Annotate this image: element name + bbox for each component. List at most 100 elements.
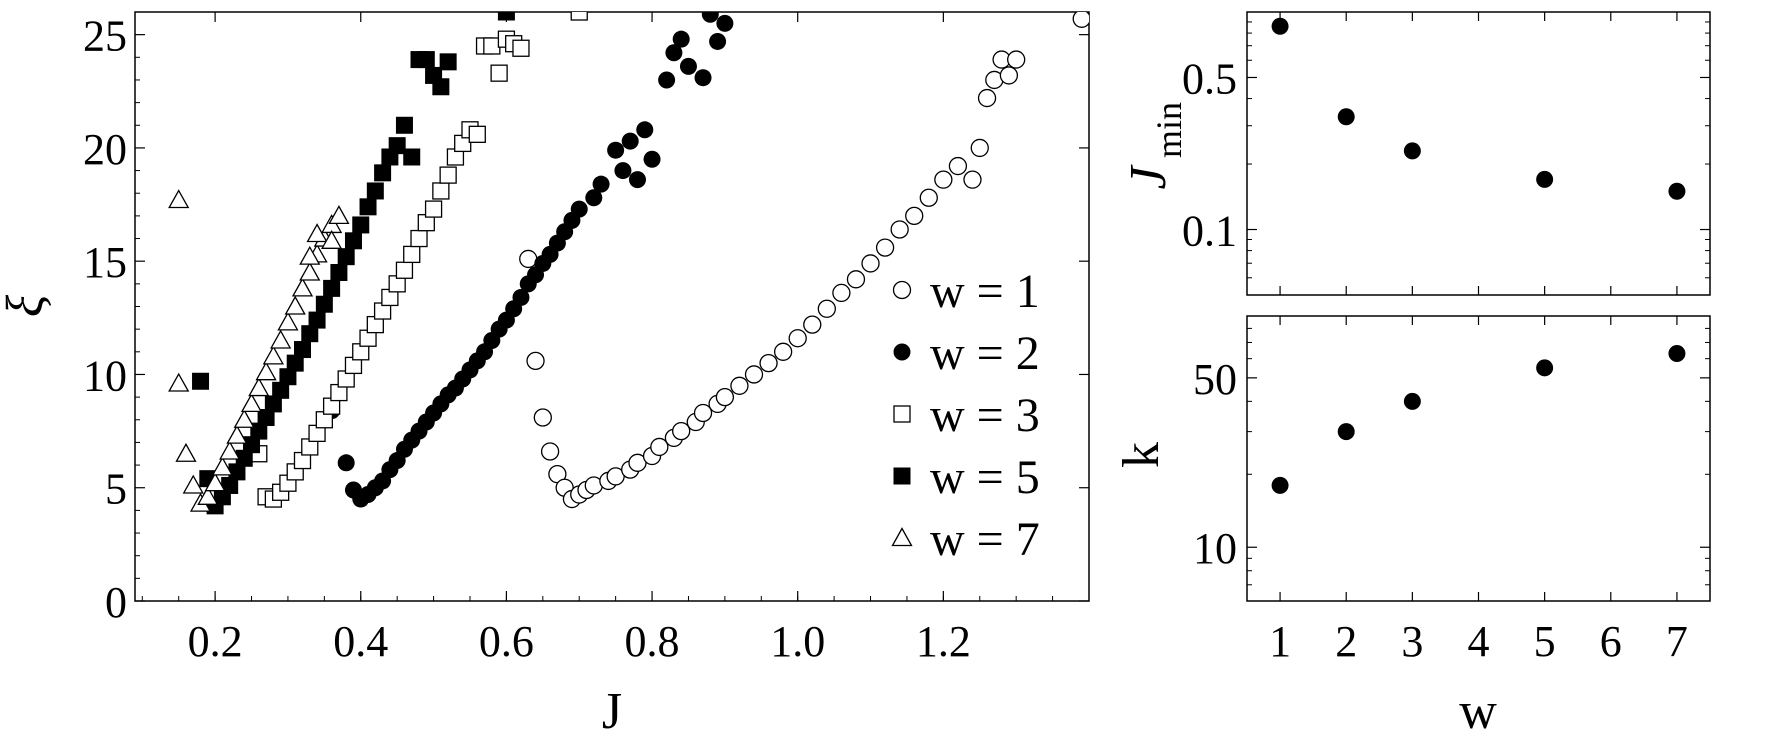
data-point [773, 342, 793, 361]
jmin-y-axis-label-sub: min [1149, 102, 1189, 158]
data-point [192, 372, 210, 390]
data-point [1271, 17, 1289, 35]
y-tick-label: 25 [83, 12, 127, 61]
data-point [330, 264, 348, 282]
data-point [628, 171, 646, 189]
x-tick-label: 1.0 [770, 617, 825, 666]
data-point [497, 12, 515, 21]
data-point [570, 200, 588, 218]
main-marks [168, 12, 1089, 515]
data-point [905, 206, 924, 226]
data-point [255, 361, 277, 381]
x-tick-label: 0.6 [479, 617, 534, 666]
data-point [328, 205, 350, 225]
data-point [168, 372, 190, 392]
data-point [299, 261, 321, 281]
data-point [512, 39, 530, 57]
data-point [233, 408, 255, 428]
data-point [846, 270, 866, 289]
x-tick-label: 0.2 [188, 617, 243, 666]
legend-marker [892, 280, 912, 300]
x-tick-label: 0.4 [333, 617, 388, 666]
data-point [490, 64, 508, 82]
data-point [306, 223, 328, 243]
data-point [730, 376, 749, 395]
data-point [658, 71, 676, 89]
x-tick-label: 0.8 [625, 617, 680, 666]
data-point [999, 66, 1019, 85]
data-point [679, 57, 697, 75]
data-point [977, 88, 997, 108]
data-point [293, 341, 311, 359]
main-ticks: 0.2 0.4 0.6 0.8 1.0 1.2 0 5 10 15 20 25 [83, 12, 1089, 666]
data-point [175, 442, 197, 462]
data-point [403, 148, 421, 166]
data-point [716, 14, 734, 32]
data-point [614, 162, 632, 180]
data-point [301, 325, 319, 343]
x-tick-label: 4 [1468, 617, 1490, 666]
data-point [359, 198, 377, 216]
series-2 [250, 12, 588, 508]
data-point [1337, 108, 1355, 126]
data-point [519, 249, 538, 269]
data-point [570, 12, 588, 21]
x-tick-label: 1 [1269, 617, 1291, 666]
data-point [182, 474, 204, 494]
jmin-ticks: 0.1 0.5 [1182, 12, 1710, 295]
data-point [948, 156, 968, 176]
data-point [439, 53, 457, 71]
legend-marker [893, 405, 911, 423]
data-point [321, 229, 343, 249]
k-y-axis-label: k [1113, 442, 1170, 468]
x-tick-label: 6 [1600, 617, 1622, 666]
jmin-marks [1271, 17, 1686, 200]
data-point [284, 295, 306, 315]
data-point [344, 232, 362, 250]
data-point [315, 295, 333, 313]
data-point [235, 449, 253, 467]
main-legend: w = 1 w = 2 w = 3 w = 5 w = 7 [891, 265, 1040, 566]
jmin-plot-frame [1246, 11, 1711, 296]
data-point [1536, 170, 1554, 188]
data-point [694, 69, 712, 87]
data-point [204, 472, 226, 492]
data-point [540, 442, 560, 461]
data-point [250, 422, 268, 440]
data-point [291, 277, 314, 297]
data-point [221, 476, 239, 494]
data-point [388, 137, 406, 155]
series-1 [323, 12, 734, 508]
data-point [672, 421, 691, 441]
data-point [533, 408, 552, 427]
data-point [861, 254, 880, 273]
data-point [1072, 12, 1089, 28]
data-point [585, 189, 603, 207]
data-point [308, 311, 326, 329]
data-point [665, 44, 683, 62]
series-4 [168, 189, 350, 512]
data-point [352, 216, 370, 234]
data-point [277, 311, 299, 331]
data-point [621, 132, 639, 150]
data-point [439, 166, 457, 184]
data-point [395, 116, 413, 134]
data-point [715, 387, 735, 407]
data-point [636, 121, 654, 139]
data-point [1403, 392, 1421, 410]
data-point [1271, 476, 1289, 494]
data-point [592, 175, 610, 193]
y-tick-label: 10 [1193, 524, 1237, 573]
data-point [788, 329, 807, 348]
data-point [934, 170, 953, 189]
data-point [417, 51, 435, 69]
y-tick-label: 20 [83, 125, 127, 174]
data-point [240, 393, 263, 413]
x-tick-label: 5 [1534, 617, 1556, 666]
x-tick-label: 7 [1666, 617, 1688, 666]
data-point [211, 456, 233, 476]
data-point [337, 248, 355, 266]
y-tick-label: 50 [1193, 355, 1237, 404]
data-point [432, 182, 450, 200]
